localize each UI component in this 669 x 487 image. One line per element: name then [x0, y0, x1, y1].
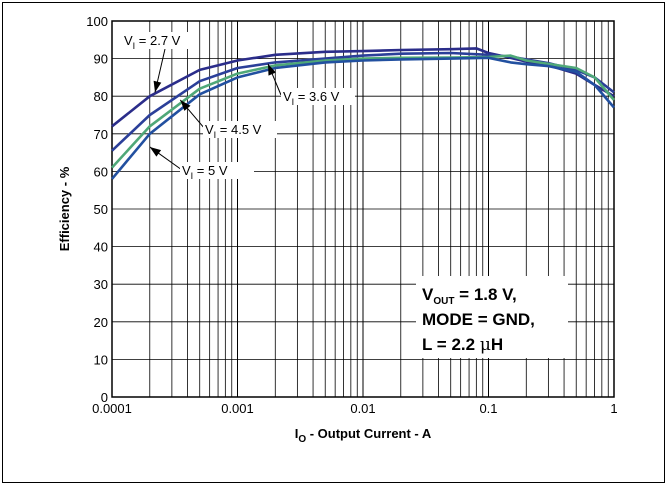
- x-tick-label: 0.1: [479, 401, 497, 416]
- series-line-4: [111, 56, 615, 180]
- y-tick-label: 0: [101, 390, 108, 405]
- y-tick-label: 10: [94, 352, 108, 367]
- y-tick-label: 40: [94, 240, 108, 255]
- callout-arrowhead-4: [149, 147, 162, 157]
- y-tick-label: 50: [94, 202, 108, 217]
- callout-arrowhead-2: [268, 63, 276, 76]
- y-tick-label: 70: [94, 127, 108, 142]
- x-tick-label: 1: [610, 401, 617, 416]
- callout-label-4: VI = 5 V: [182, 163, 228, 181]
- tick-labels: 0.0001 0.001 0.01 0.1 1010203040506070809010…: [86, 14, 617, 416]
- callout-label-bg-2: [281, 88, 355, 105]
- condition-inductor: L = 2.2 μH: [422, 335, 503, 355]
- callout-arrowhead-3: [180, 100, 191, 111]
- figure-frame: [2, 2, 665, 483]
- y-tick-label: 20: [94, 315, 108, 330]
- series-lines: [111, 47, 615, 180]
- conditions-box: [416, 276, 568, 358]
- y-tick-label: 30: [94, 277, 108, 292]
- y-tick-label: 80: [94, 89, 108, 104]
- x-tick-label: 0.001: [221, 401, 254, 416]
- grid: [111, 21, 614, 397]
- callout-label-bg-4: [180, 162, 254, 179]
- series-line-3: [111, 54, 615, 169]
- callout-label-3: VI = 4.5 V: [205, 122, 262, 140]
- callout-label-2: VI = 3.6 V: [283, 89, 340, 107]
- x-tick-label: 0.01: [350, 401, 375, 416]
- x-axis-title: IO - Output Current - A: [295, 426, 432, 445]
- series-callouts: VI = 2.7 V VI = 3.6 V VI = 4.5 V VI = 5 V: [122, 32, 355, 181]
- callout-label-bg-1: [122, 32, 196, 49]
- x-tick-label: 0.0001: [92, 401, 132, 416]
- condition-vout: VOUT = 1.8 V,: [422, 285, 517, 307]
- plot-area-border: [111, 20, 615, 398]
- y-tick-label: 100: [86, 14, 108, 29]
- y-axis-title: Efficiency - %: [57, 166, 72, 251]
- y-tick-label: 60: [94, 164, 108, 179]
- callout-label-1: VI = 2.7 V: [124, 33, 181, 51]
- callout-arrowhead-1: [153, 80, 162, 93]
- callout-label-bg-3: [203, 121, 277, 138]
- y-tick-label: 90: [94, 52, 108, 67]
- condition-mode: MODE = GND,: [422, 310, 535, 329]
